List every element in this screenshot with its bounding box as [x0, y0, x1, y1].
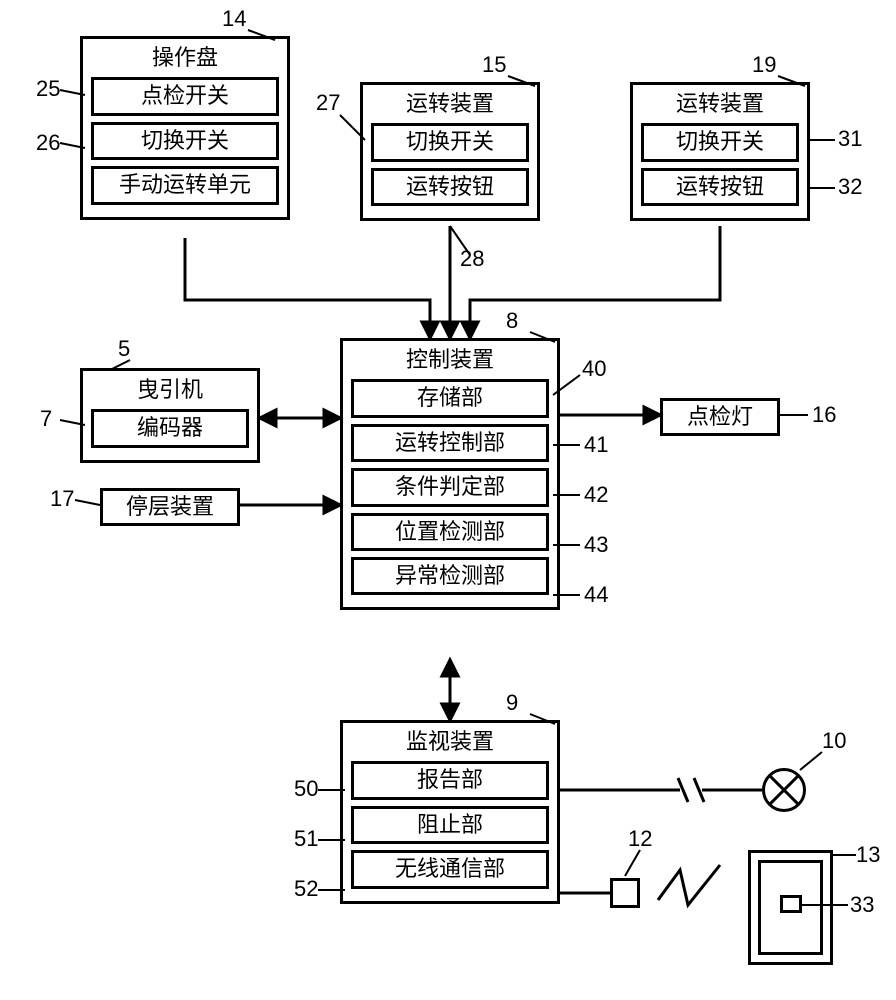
label-14: 14	[222, 8, 246, 30]
item-42: 条件判定部	[351, 468, 549, 506]
item-28: 运转按钮	[371, 168, 529, 206]
label-17: 17	[50, 488, 74, 510]
label-27: 27	[316, 92, 340, 114]
label-44: 44	[584, 584, 608, 606]
label-41: 41	[584, 434, 608, 456]
label-19: 19	[752, 54, 776, 76]
block-15-title: 运转装置	[371, 91, 529, 117]
block-15: 运转装置 切换开关 运转按钮	[360, 82, 540, 221]
item-51: 阻止部	[351, 806, 549, 844]
block-17: 停层装置	[100, 488, 240, 526]
block-9-title: 监视装置	[351, 729, 549, 755]
label-12: 12	[628, 828, 652, 850]
label-26: 26	[36, 132, 60, 154]
label-43: 43	[584, 534, 608, 556]
label-42: 42	[584, 484, 608, 506]
label-15: 15	[482, 54, 506, 76]
item-44: 异常检测部	[351, 557, 549, 595]
item-26: 切换开关	[91, 122, 279, 160]
block-14: 操作盘 点检开关 切换开关 手动运转单元	[80, 36, 290, 220]
label-40: 40	[582, 358, 606, 380]
block-5-title: 曳引机	[91, 377, 249, 403]
box-33	[780, 895, 802, 913]
item-31: 切换开关	[641, 123, 799, 161]
block-14-title: 操作盘	[91, 45, 279, 71]
item-manual: 手动运转单元	[91, 166, 279, 204]
label-31: 31	[838, 128, 862, 150]
block-5: 曳引机 编码器	[80, 368, 260, 463]
item-52: 无线通信部	[351, 850, 549, 888]
lamp-10	[762, 768, 806, 812]
label-7: 7	[40, 408, 52, 430]
label-10: 10	[822, 730, 846, 752]
item-27: 切换开关	[371, 123, 529, 161]
block-19: 运转装置 切换开关 运转按钮	[630, 82, 810, 221]
block-8-title: 控制装置	[351, 347, 549, 373]
label-33: 33	[850, 894, 874, 916]
block-19-title: 运转装置	[641, 91, 799, 117]
box-12	[610, 878, 640, 908]
item-32: 运转按钮	[641, 168, 799, 206]
label-28: 28	[460, 248, 484, 270]
item-7: 编码器	[91, 409, 249, 447]
item-25: 点检开关	[91, 77, 279, 115]
label-25: 25	[36, 78, 60, 100]
block-8: 控制装置 存储部 运转控制部 条件判定部 位置检测部 异常检测部	[340, 338, 560, 610]
label-51: 51	[294, 828, 318, 850]
label-5: 5	[118, 338, 130, 360]
diagram-canvas: 操作盘 点检开关 切换开关 手动运转单元 运转装置 切换开关 运转按钮 运转装置…	[0, 0, 896, 1000]
item-41: 运转控制部	[351, 424, 549, 462]
item-43: 位置检测部	[351, 513, 549, 551]
label-32: 32	[838, 176, 862, 198]
block-9: 监视装置 报告部 阻止部 无线通信部	[340, 720, 560, 904]
item-50: 报告部	[351, 761, 549, 799]
item-40: 存储部	[351, 379, 549, 417]
block-16: 点检灯	[660, 398, 780, 436]
label-50: 50	[294, 778, 318, 800]
label-13: 13	[856, 844, 880, 866]
label-52: 52	[294, 878, 318, 900]
label-9: 9	[506, 692, 518, 714]
label-8: 8	[506, 310, 518, 332]
label-16: 16	[812, 404, 836, 426]
